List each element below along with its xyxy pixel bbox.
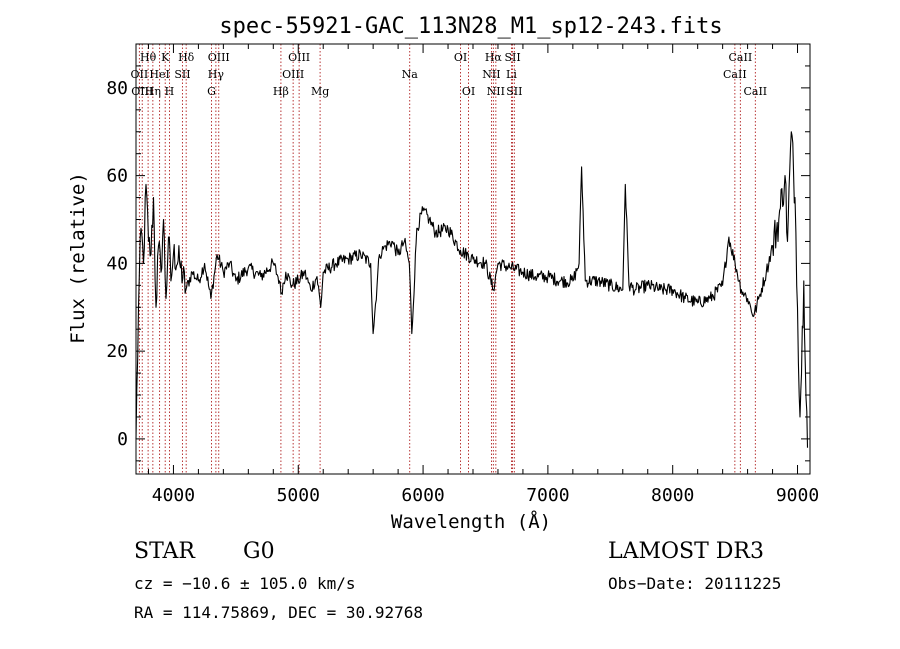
y-tick-label-0: 0	[117, 429, 128, 450]
line-label-15: Mg	[311, 85, 329, 98]
spectrum-chart: spec-55921-GAC_113N28_M1_sp12-243.fits H…	[67, 14, 819, 533]
line-label-23: Li	[506, 68, 517, 81]
survey-name: LAMOST DR3	[608, 539, 764, 564]
y-tick-label-80: 80	[106, 78, 128, 99]
line-label-19: Hα	[485, 51, 503, 64]
x-tick-label-9000: 9000	[776, 485, 819, 506]
line-label-3: K	[161, 51, 170, 64]
line-label-18: OI	[462, 85, 475, 98]
line-label-10: Hγ	[208, 68, 225, 81]
line-label-4: HeI	[149, 68, 169, 81]
chart-title: spec-55921-GAC_113N28_M1_sp12-243.fits	[219, 14, 722, 39]
line-label-11: G	[207, 85, 216, 98]
line-label-14: Hβ	[273, 85, 289, 98]
sky-coordinates: RA = 114.75869, DEC = 30.92768	[134, 603, 423, 622]
y-tick-label-40: 40	[106, 253, 128, 274]
x-axis-label: Wavelength (Å)	[391, 510, 551, 533]
object-subclass: G0	[243, 539, 275, 564]
line-label-26: CaII	[723, 68, 747, 81]
line-label-25: CaII	[729, 51, 753, 64]
line-label-8: Hδ	[178, 51, 195, 64]
y-tick-label-60: 60	[106, 166, 128, 187]
line-label-6: H	[165, 85, 175, 98]
line-label-1: OII	[131, 68, 149, 81]
y-axis: 0 20 40 60 80	[106, 65, 810, 462]
x-tick-label-4000: 4000	[152, 485, 195, 506]
x-tick-label-8000: 8000	[651, 485, 694, 506]
line-label-17: OI	[454, 51, 467, 64]
line-label-13: OIII	[282, 68, 304, 81]
line-label-12: OIII	[288, 51, 310, 64]
line-label-5: Hη	[145, 85, 161, 98]
observation-date: Obs−Date: 20111225	[608, 574, 782, 593]
line-label-16: Na	[402, 68, 419, 81]
x-axis: 4000 5000 6000 7000 8000 9000	[147, 44, 819, 506]
line-label-9: OIII	[208, 51, 230, 64]
spectrum-series-line	[135, 131, 809, 448]
x-tick-label-6000: 6000	[401, 485, 444, 506]
line-label-20: NII	[482, 68, 500, 81]
object-class: STAR	[134, 539, 195, 564]
line-label-27: CaII	[743, 85, 767, 98]
x-tick-label-5000: 5000	[277, 485, 320, 506]
line-label-22: SII	[504, 51, 520, 64]
line-label-21: NII	[487, 85, 505, 98]
line-label-24: SII	[506, 85, 522, 98]
y-axis-label: Flux (relative)	[67, 172, 89, 344]
x-tick-label-7000: 7000	[526, 485, 569, 506]
line-label-7: SII	[174, 68, 190, 81]
redshift-readout: cz = −10.6 ± 105.0 km/s	[134, 574, 356, 593]
emission-line-markers	[138, 44, 756, 474]
y-tick-label-20: 20	[106, 341, 128, 362]
line-label-0: Hθ	[140, 51, 157, 64]
